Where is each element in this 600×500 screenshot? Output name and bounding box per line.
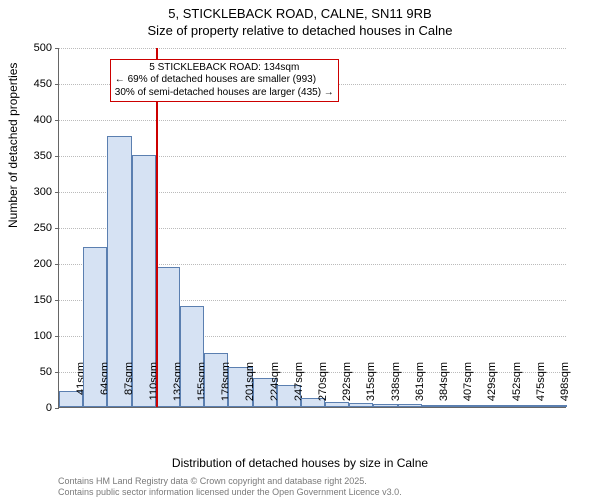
title-line-2: Size of property relative to detached ho…: [0, 23, 600, 40]
ytick-mark: [55, 120, 59, 121]
x-axis-label: Distribution of detached houses by size …: [0, 456, 600, 470]
title-line-1: 5, STICKLEBACK ROAD, CALNE, SN11 9RB: [0, 6, 600, 23]
ytick-mark: [55, 84, 59, 85]
annotation-box: 5 STICKLEBACK ROAD: 134sqm← 69% of detac…: [110, 59, 339, 103]
gridline: [59, 120, 566, 121]
footer-line-1: Contains HM Land Registry data © Crown c…: [58, 476, 402, 487]
footer-attribution: Contains HM Land Registry data © Crown c…: [58, 476, 402, 498]
annotation-line: 5 STICKLEBACK ROAD: 134sqm: [115, 62, 334, 75]
ytick-label: 400: [12, 114, 52, 126]
ytick-mark: [55, 372, 59, 373]
ytick-mark: [55, 300, 59, 301]
chart-plot-area: 05010015020025030035040045050041sqm64sqm…: [58, 48, 566, 408]
ytick-label: 450: [12, 78, 52, 90]
gridline: [59, 48, 566, 49]
ytick-label: 250: [12, 222, 52, 234]
ytick-label: 100: [12, 330, 52, 342]
ytick-mark: [55, 408, 59, 409]
chart-title: 5, STICKLEBACK ROAD, CALNE, SN11 9RB Siz…: [0, 0, 600, 40]
ytick-label: 150: [12, 294, 52, 306]
ytick-label: 0: [12, 402, 52, 414]
footer-line-2: Contains public sector information licen…: [58, 487, 402, 498]
annotation-line: 30% of semi-detached houses are larger (…: [115, 87, 334, 100]
ytick-label: 350: [12, 150, 52, 162]
annotation-line: ← 69% of detached houses are smaller (99…: [115, 74, 334, 87]
ytick-mark: [55, 156, 59, 157]
ytick-mark: [55, 336, 59, 337]
ytick-label: 200: [12, 258, 52, 270]
ytick-mark: [55, 192, 59, 193]
ytick-mark: [55, 228, 59, 229]
xtick-label: 498sqm: [559, 362, 571, 412]
ytick-mark: [55, 264, 59, 265]
ytick-label: 50: [12, 366, 52, 378]
ytick-mark: [55, 48, 59, 49]
ytick-label: 300: [12, 186, 52, 198]
ytick-label: 500: [12, 42, 52, 54]
